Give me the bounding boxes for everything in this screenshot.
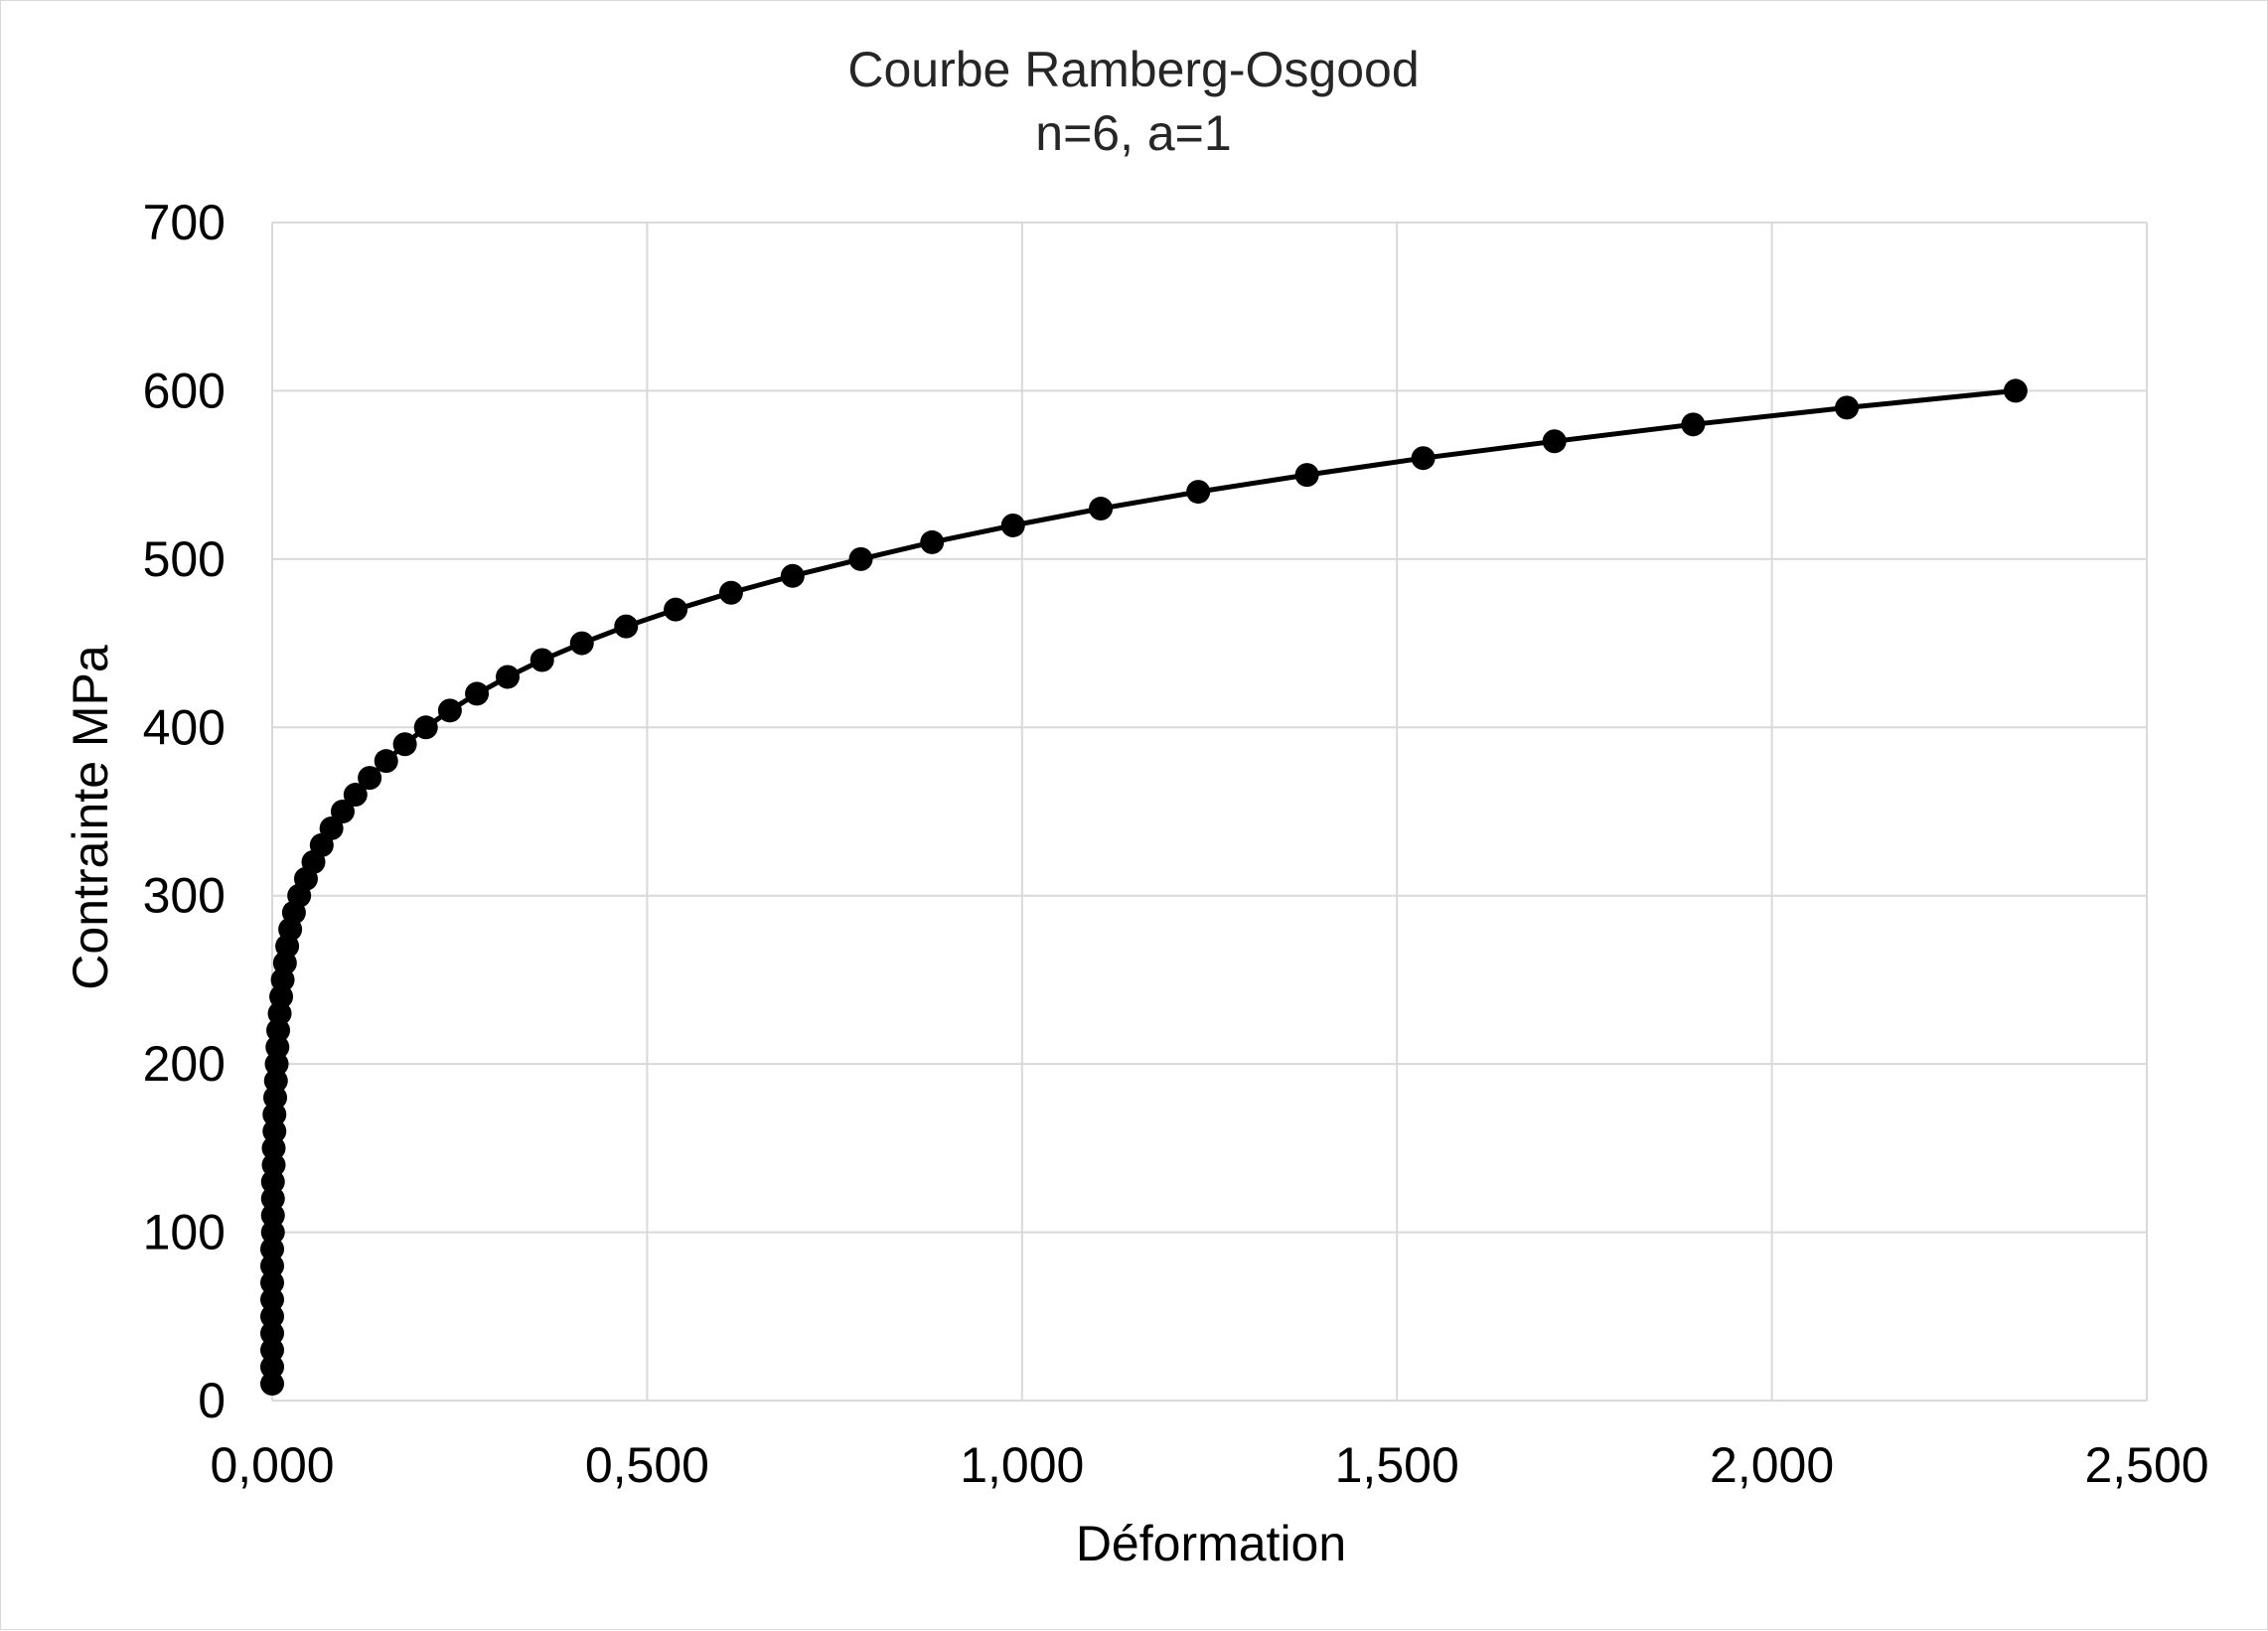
data-point	[260, 1254, 284, 1278]
data-point	[260, 1186, 285, 1211]
data-point	[260, 1372, 284, 1397]
x-tick-label: 2,500	[2084, 1437, 2208, 1493]
x-axis-title: Déformation	[1076, 1516, 1346, 1571]
data-point	[260, 1338, 284, 1363]
chart-title: Courbe Ramberg-Osgood	[847, 42, 1419, 97]
y-tick-label: 100	[143, 1205, 226, 1260]
data-point	[1089, 497, 1114, 521]
data-point	[260, 1203, 285, 1228]
data-point	[261, 1152, 286, 1177]
series-line	[269, 387, 2017, 1385]
data-point	[780, 563, 805, 588]
data-point	[262, 1102, 287, 1126]
data-point	[263, 1086, 288, 1111]
data-point	[262, 1118, 287, 1143]
data-point	[2003, 378, 2028, 403]
y-tick-label: 200	[143, 1036, 226, 1092]
y-tick-label: 400	[143, 699, 226, 755]
x-tick-label: 0,000	[210, 1437, 334, 1493]
data-point	[264, 1052, 289, 1077]
data-point	[413, 715, 438, 740]
x-tick-label: 2,000	[1710, 1437, 1834, 1493]
y-tick-label: 0	[198, 1373, 226, 1428]
y-axis-title: Contrainte MPa	[63, 645, 118, 990]
data-point	[718, 580, 743, 605]
data-point	[260, 1321, 284, 1346]
data-point	[1411, 446, 1436, 471]
data-point	[1186, 480, 1211, 505]
data-point	[343, 783, 368, 808]
y-tick-label: 300	[143, 868, 226, 924]
data-point	[358, 766, 382, 791]
x-tick-label: 0,500	[585, 1437, 709, 1493]
data-point	[330, 800, 355, 823]
data-point	[261, 1135, 286, 1160]
data-point	[529, 648, 554, 672]
data-point	[1681, 412, 1706, 437]
data-point	[392, 732, 417, 757]
data-point	[920, 529, 945, 554]
data-point	[265, 1035, 290, 1060]
data-point	[664, 597, 688, 622]
data-point	[437, 698, 462, 723]
data-point	[1000, 513, 1025, 537]
data-point	[319, 816, 344, 840]
data-point	[260, 1304, 284, 1329]
data-point	[1835, 395, 1860, 420]
data-point	[263, 1069, 288, 1094]
data-series	[260, 378, 2028, 1397]
data-point	[465, 681, 490, 706]
data-point	[496, 665, 521, 689]
data-point	[260, 1270, 284, 1295]
data-point	[260, 1220, 285, 1245]
y-tick-label: 500	[143, 531, 226, 587]
data-point	[260, 1237, 284, 1261]
data-point	[848, 546, 873, 571]
data-point	[260, 1287, 284, 1312]
data-point	[1294, 463, 1319, 488]
x-tick-label: 1,500	[1335, 1437, 1459, 1493]
chart-subtitle: n=6, a=1	[1035, 105, 1231, 161]
gridlines	[271, 222, 2148, 1402]
data-point	[374, 749, 398, 774]
tick-labels: 0 100 200 300 400 500 600 700 0,000 0,500 1,000 1,5…	[143, 195, 2209, 1493]
data-point	[614, 614, 639, 639]
x-tick-label: 1,000	[960, 1437, 1084, 1493]
y-tick-label: 600	[143, 363, 226, 418]
data-point	[569, 631, 594, 656]
data-point	[1542, 429, 1567, 454]
data-point	[260, 1355, 284, 1380]
data-point	[260, 1169, 285, 1194]
y-tick-label: 700	[143, 195, 226, 250]
